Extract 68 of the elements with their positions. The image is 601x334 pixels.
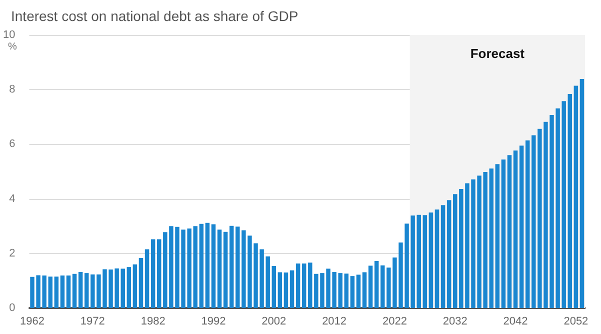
bar xyxy=(368,266,373,308)
y-axis-title: % xyxy=(8,42,17,52)
bar xyxy=(120,268,125,308)
x-tick-label: 2012 xyxy=(322,316,347,328)
bar xyxy=(296,264,300,308)
bar xyxy=(374,261,379,308)
bar xyxy=(495,164,500,308)
y-tick-label: 2 xyxy=(9,247,16,260)
bar xyxy=(290,270,294,308)
x-tick-label: 1972 xyxy=(80,316,105,328)
bar xyxy=(580,78,584,308)
bar xyxy=(350,276,355,308)
bar xyxy=(48,276,52,308)
bar xyxy=(54,276,59,308)
x-tick-label: 2052 xyxy=(564,316,588,328)
y-tick-label: 0 xyxy=(9,302,16,314)
x-tick-label: 1992 xyxy=(201,316,226,328)
bar xyxy=(344,274,349,308)
x-tick-label: 1982 xyxy=(140,316,166,328)
bar xyxy=(513,150,518,308)
bar xyxy=(211,224,216,308)
y-tick-label: 10 xyxy=(2,29,16,41)
x-tick-label: 2032 xyxy=(442,316,468,328)
x-tick-label: 1962 xyxy=(20,316,44,328)
bar xyxy=(278,272,282,308)
bar xyxy=(138,258,144,308)
bar xyxy=(507,155,512,308)
bar xyxy=(205,222,210,308)
bar xyxy=(199,224,204,308)
bar xyxy=(519,146,524,308)
bar xyxy=(453,194,458,308)
chart-title: Interest cost on national debt as share of GDP xyxy=(11,8,298,24)
bar xyxy=(380,265,385,308)
x-tick-label: 2042 xyxy=(503,316,528,328)
bar xyxy=(416,214,421,308)
bar xyxy=(362,272,367,308)
bar xyxy=(72,274,77,308)
bar xyxy=(302,264,306,308)
bar xyxy=(434,209,440,308)
bar xyxy=(440,205,446,308)
bar xyxy=(284,272,288,308)
bar xyxy=(84,273,89,308)
bar xyxy=(150,239,156,308)
bar xyxy=(66,276,71,308)
y-tick-label: 8 xyxy=(9,84,16,96)
bar xyxy=(60,276,65,308)
bar xyxy=(156,239,162,308)
bar xyxy=(217,230,222,308)
x-tick-label: 2022 xyxy=(382,316,407,328)
bar xyxy=(126,267,132,308)
bar xyxy=(223,232,228,308)
x-tick-label: 2002 xyxy=(262,316,286,328)
bar xyxy=(574,86,578,308)
bar xyxy=(501,159,506,308)
band-label: Forecast xyxy=(470,46,526,61)
bar xyxy=(568,94,572,308)
y-tick-label: 6 xyxy=(9,138,16,150)
bar xyxy=(272,266,276,308)
bar xyxy=(525,140,530,308)
bar xyxy=(422,215,428,308)
bar xyxy=(428,212,434,308)
bar xyxy=(356,274,361,308)
bar xyxy=(446,200,452,308)
bar xyxy=(144,249,150,308)
bar xyxy=(78,272,83,308)
bar xyxy=(132,264,138,308)
y-tick-label: 4 xyxy=(9,192,16,205)
bar xyxy=(229,226,234,308)
